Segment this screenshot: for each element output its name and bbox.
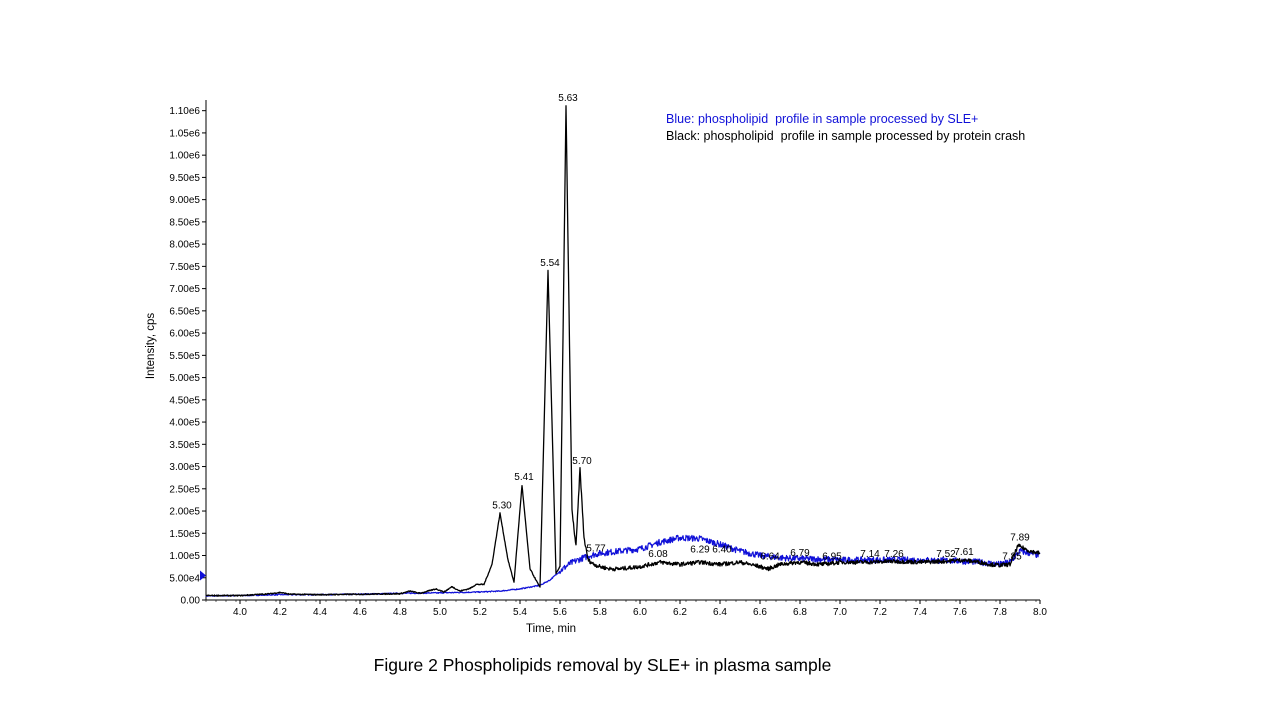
y-tick-label: 2.00e5 [169,507,200,518]
y-tick-label: 1.05e6 [169,128,200,139]
x-tick-label: 5.6 [553,607,567,618]
y-tick-label: 0.00 [181,596,201,607]
x-tick-label: 8.0 [1033,607,1047,618]
y-tick-label: 4.00e5 [169,418,200,429]
axes: 0.00 5.00e4 1.00e5 1.50e5 2.00e5 2.50e5 3.00e5… [169,100,1047,618]
y-tick-label: 1.10e6 [169,106,200,117]
y-tick-label: 1.50e5 [169,529,200,540]
peak-label: 7.26 [884,549,904,560]
x-tick-label: 4.8 [393,607,407,618]
peak-label: 6.64 [760,551,780,562]
peak-label: 5.41 [514,472,534,483]
y-tick-label: 5.50e5 [169,351,200,362]
x-tick-label: 5.4 [513,607,527,618]
y-tick-label: 4.50e5 [169,395,200,406]
x-axis-title: Time, min [526,623,576,635]
y-tick-label: 2.50e5 [169,484,200,495]
figure-caption: Figure 2 Phospholipids removal by SLE+ i… [373,655,832,675]
x-tick-label: 6.6 [753,607,767,618]
peak-label: 7.14 [860,549,880,560]
peak-label: 6.95 [822,551,842,562]
x-tick-label: 6.4 [713,607,727,618]
x-tick-label: 7.8 [993,607,1007,618]
x-tick-label: 4.4 [313,607,327,618]
peak-label: 7.85 [1002,551,1022,562]
y-tick-label: 7.00e5 [169,284,200,295]
series-line-blue [205,534,1041,598]
peak-label: 5.30 [492,500,512,511]
peak-label: 5.77 [586,543,606,554]
x-tick-label: 7.2 [873,607,887,618]
peak-label: 6.08 [648,549,668,560]
series-line-black [205,105,1041,597]
x-tick-label: 7.4 [913,607,927,618]
y-tick-label: 5.00e4 [169,573,200,584]
y-tick-label: 8.50e5 [169,217,200,228]
x-tick-label: 7.0 [833,607,847,618]
x-tick-label: 4.0 [233,607,247,618]
y-tick-label: 9.00e5 [169,195,200,206]
peak-label: 5.63 [558,93,578,104]
peak-label: 6.40 [712,545,732,556]
x-tick-label: 5.2 [473,607,487,618]
peak-labels: 5.30 5.41 5.54 5.63 5.70 5.77 6.08 6.29 6.40 6.64… [492,93,1030,562]
y-tick-label: 1.00e6 [169,151,200,162]
x-tick-label: 5.8 [593,607,607,618]
y-tick-label: 5.00e5 [169,373,200,384]
y-axis-title: Intensity, cps [145,313,157,380]
x-tick-label: 7.6 [953,607,967,618]
series-group [205,105,1041,598]
y-tick-label: 6.00e5 [169,329,200,340]
x-tick-label: 5.0 [433,607,447,618]
chromatogram-chart: 0.00 5.00e4 1.00e5 1.50e5 2.00e5 2.50e5 3.00e5… [145,93,1047,635]
x-tick-label: 6.8 [793,607,807,618]
x-tick-label: 6.2 [673,607,687,618]
y-tick-label: 8.00e5 [169,240,200,251]
peak-label: 5.54 [540,258,560,269]
y-tick-label: 6.50e5 [169,306,200,317]
peak-label: 5.70 [572,456,592,467]
peak-label: 7.61 [954,547,974,558]
peak-label: 7.52 [936,549,956,560]
y-tick-label: 1.00e5 [169,551,200,562]
peak-label: 7.89 [1010,533,1030,544]
y-tick-label: 3.50e5 [169,440,200,451]
axis-marker [200,570,206,581]
legend-entry-blue: Blue: phospholipid profile in sample pro… [666,112,978,126]
y-tick-label: 9.50e5 [169,173,200,184]
x-tick-label: 4.2 [273,607,287,618]
y-tick-label: 7.50e5 [169,262,200,273]
x-tick-label: 6.0 [633,607,647,618]
y-tick-label: 3.00e5 [169,462,200,473]
legend-entry-black: Black: phospholipid profile in sample pr… [666,129,1025,143]
peak-label: 6.29 [690,545,710,556]
x-tick-label: 4.6 [353,607,367,618]
peak-label: 6.79 [790,548,810,559]
